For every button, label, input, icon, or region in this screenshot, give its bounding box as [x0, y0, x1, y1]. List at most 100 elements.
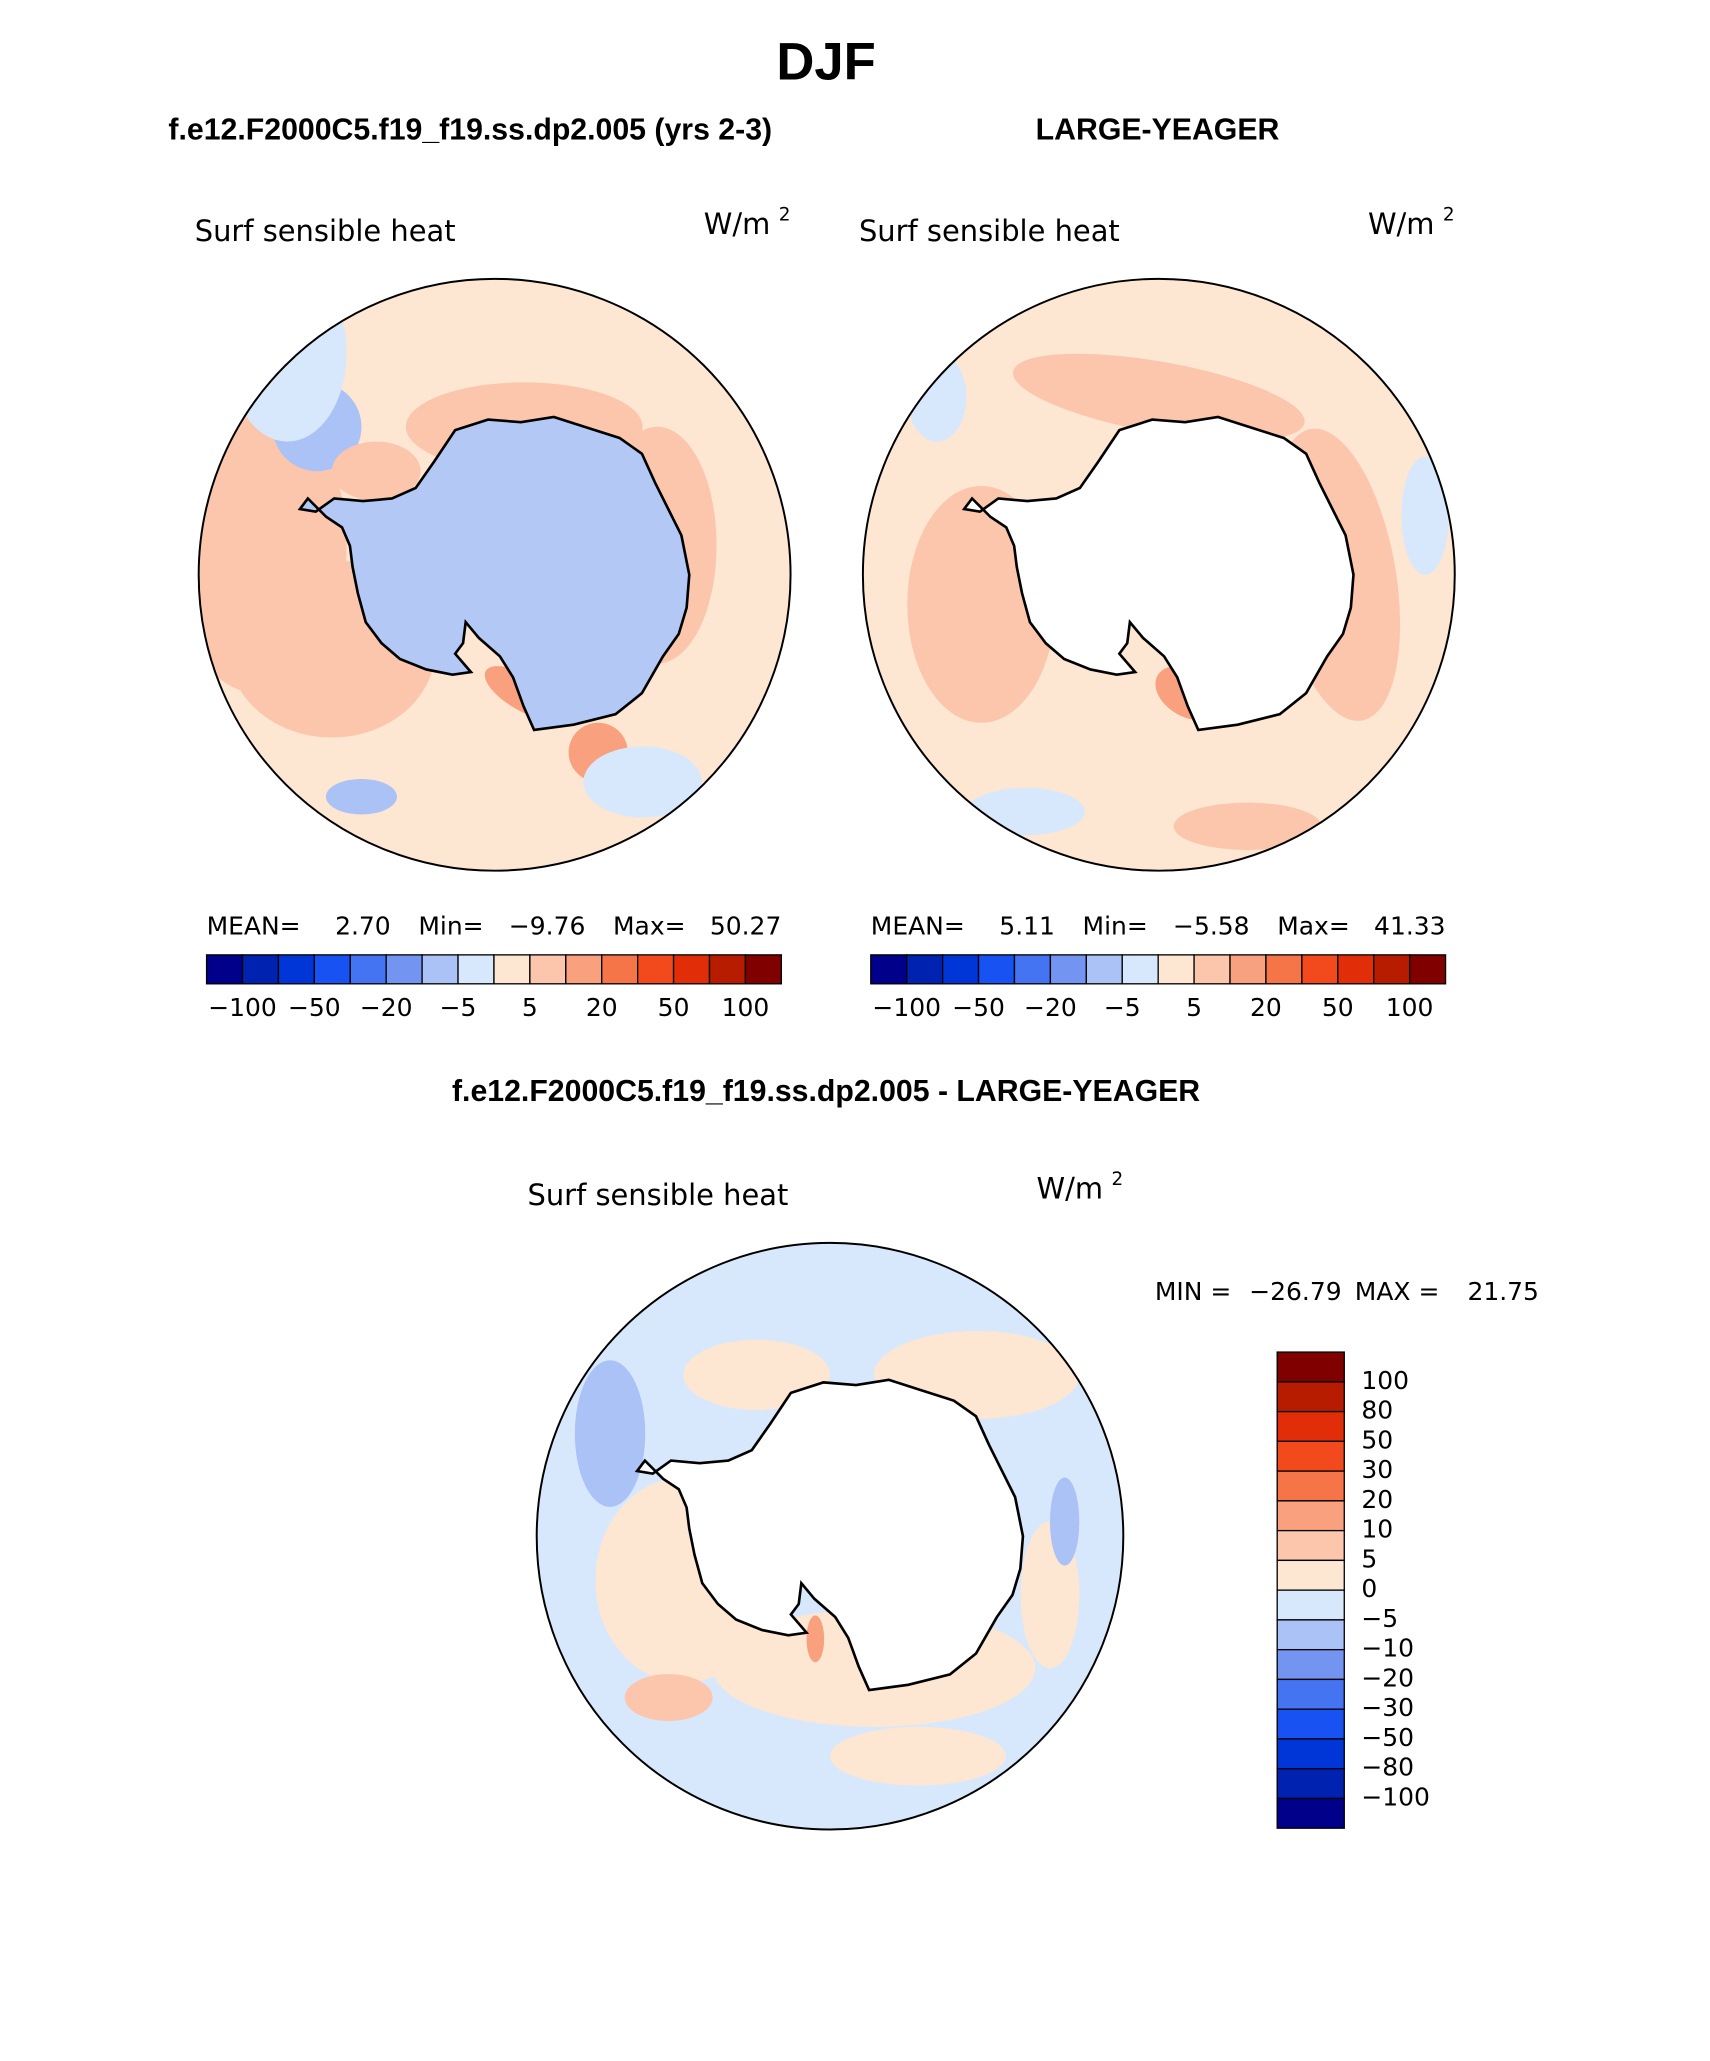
colorbar-box	[1408, 954, 1447, 985]
colorbar-box	[744, 954, 783, 985]
stat-value: 2.70	[335, 911, 391, 940]
colorbar-label: −50	[952, 993, 1005, 1022]
field-blob	[830, 1726, 1006, 1786]
field-blob	[325, 778, 397, 815]
colorbar-box	[906, 954, 944, 985]
colorbar-box	[1265, 954, 1303, 985]
colorbar-box	[529, 954, 567, 985]
colorbar-box	[1276, 1678, 1345, 1710]
units-label: W/m	[1037, 1171, 1104, 1205]
stat-label: MEAN=	[871, 911, 965, 940]
colorbar-label: −50	[288, 993, 341, 1022]
colorbar-box	[708, 954, 747, 985]
map-border	[861, 277, 1456, 872]
colorbar-box	[870, 954, 908, 985]
units-label: W/m	[1368, 207, 1435, 241]
stat-value: −26.79	[1249, 1277, 1341, 1306]
colorbar-label: 0	[1361, 1574, 1377, 1603]
map-field	[536, 1242, 1124, 1830]
colorbar-label: 30	[1361, 1455, 1393, 1484]
field-blob	[624, 1674, 713, 1721]
colorbar-box	[672, 954, 711, 985]
colorbar-label: −20	[1024, 993, 1077, 1022]
colorbar-box	[1276, 1351, 1345, 1383]
stat-value: 50.27	[710, 911, 781, 940]
colorbar-box	[1276, 1500, 1345, 1532]
colorbar-label: −10	[1361, 1634, 1414, 1663]
colorbar-box	[1276, 1589, 1345, 1621]
field-blob	[966, 787, 1085, 836]
colorbar-box	[1276, 1381, 1345, 1413]
colorbar-box	[1193, 954, 1231, 985]
antarctica	[634, 1378, 1025, 1692]
colorbar-label: 50	[1322, 993, 1354, 1022]
field-blob	[806, 1615, 825, 1663]
field-blob	[1401, 456, 1449, 575]
units-exponent: 2	[1111, 1169, 1123, 1190]
field-blob	[1049, 1477, 1080, 1566]
colorbar-label: 100	[722, 993, 770, 1022]
colorbar-box	[205, 954, 244, 985]
panel-heading: LARGE-YEAGER	[1036, 114, 1280, 147]
figure-title: DJF	[776, 33, 875, 92]
colorbar-box	[1276, 1708, 1345, 1740]
stat-label: MAX =	[1355, 1277, 1440, 1306]
colorbar-box	[941, 954, 980, 985]
colorbar-label: −20	[360, 993, 413, 1022]
colorbar-box	[1337, 954, 1375, 985]
colorbar-label: −20	[1361, 1663, 1414, 1692]
colorbar-box	[1276, 1768, 1345, 1800]
colorbar-label: 5	[522, 993, 538, 1022]
colorbar-box	[421, 954, 459, 985]
colorbar-box	[1276, 1797, 1345, 1829]
colorbar-box	[1276, 1440, 1345, 1472]
stat-value: −9.76	[509, 911, 586, 940]
colorbar-box	[1276, 1410, 1345, 1443]
colorbar-label: −50	[1361, 1723, 1414, 1752]
panel-heading: f.e12.F2000C5.f19_f19.ss.dp2.005 - LARGE…	[452, 1075, 1200, 1108]
stat-value: 5.11	[999, 911, 1055, 940]
colorbar-box	[1276, 1738, 1345, 1770]
colorbar-box	[1229, 954, 1267, 985]
colorbar-label: −80	[1361, 1753, 1414, 1782]
field-blob	[1012, 353, 1305, 441]
colorbar-box	[349, 954, 387, 985]
colorbar-box	[493, 954, 531, 985]
stat-value: 41.33	[1374, 911, 1445, 940]
field-blob	[574, 1360, 646, 1507]
stat-label: MEAN=	[207, 911, 301, 940]
variable-label: Surf sensible heat	[528, 1178, 789, 1212]
colorbar-box	[1276, 1648, 1345, 1681]
antarctica	[297, 415, 691, 732]
colorbar-box	[565, 954, 603, 985]
stat-label: MIN =	[1155, 1277, 1231, 1306]
stat-label: Max=	[613, 911, 686, 940]
colorbar-box	[1276, 1470, 1345, 1502]
colorbar-label: 5	[1186, 993, 1202, 1022]
field-blob	[1173, 802, 1322, 850]
colorbar-box	[1276, 1559, 1345, 1591]
colorbar-box	[601, 954, 639, 985]
map-border	[197, 277, 792, 872]
colorbar-label: −5	[440, 993, 477, 1022]
colorbar-label: 5	[1361, 1544, 1377, 1573]
colorbar-box	[977, 954, 1016, 985]
colorbar-box	[241, 954, 280, 985]
field-blob	[331, 441, 421, 501]
units-exponent: 2	[1443, 205, 1455, 226]
colorbar-label: 50	[1361, 1425, 1393, 1454]
map-border	[535, 1241, 1125, 1831]
colorbar-label: 10	[1361, 1515, 1393, 1544]
colorbar-label: −30	[1361, 1693, 1414, 1722]
colorbar-box	[636, 954, 675, 985]
colorbar-label: 100	[1386, 993, 1434, 1022]
colorbar-label: 100	[1361, 1366, 1409, 1395]
map-field	[198, 278, 791, 871]
colorbar-box	[457, 954, 495, 985]
stat-label: Min=	[1083, 911, 1148, 940]
stat-value: 21.75	[1467, 1277, 1538, 1306]
colorbar-label: −100	[872, 993, 941, 1022]
colorbar-label: 80	[1361, 1396, 1393, 1425]
colorbar-box	[1121, 954, 1159, 985]
